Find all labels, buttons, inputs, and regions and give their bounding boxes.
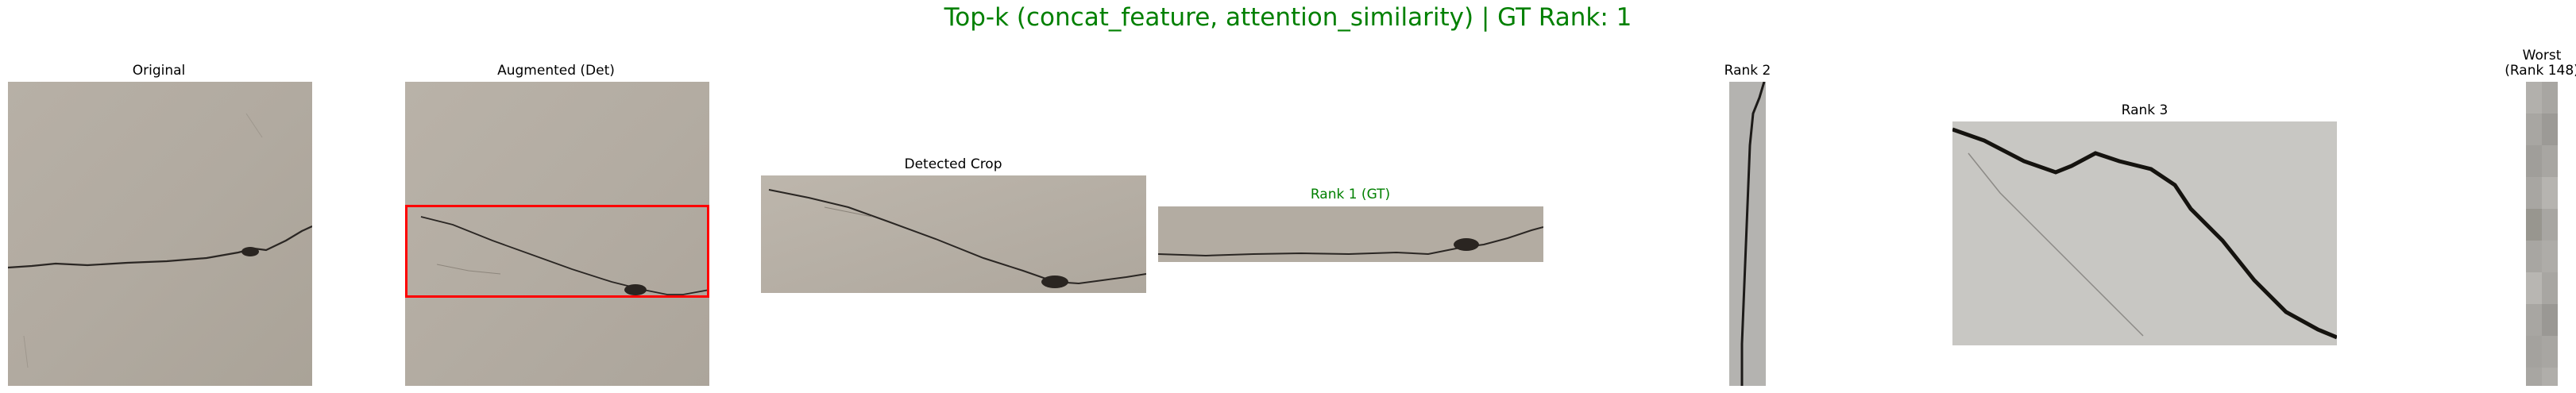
figure-title: Top-k (concat_feature, attention_similar… <box>944 3 1632 32</box>
detected-crop-image <box>761 175 1146 293</box>
worst-label-line2: (Rank 148) <box>2505 63 2576 79</box>
detected-crop-label: Detected Crop <box>904 156 1002 172</box>
rank2-label: Rank 2 <box>1724 63 1771 79</box>
original-label: Original <box>132 63 186 79</box>
worst-image <box>2526 82 2558 386</box>
detection-box <box>405 205 709 298</box>
rank2-image <box>1729 82 1766 386</box>
augmented-image <box>405 82 709 386</box>
original-image <box>8 82 312 386</box>
augmented-label: Augmented (Det) <box>497 63 615 79</box>
worst-label-line1: Worst <box>2522 48 2562 64</box>
rank1-label: Rank 1 (GT) <box>1310 187 1391 202</box>
rank3-image <box>1952 121 2337 345</box>
rank1-image <box>1158 206 1543 262</box>
rank3-label: Rank 3 <box>2121 102 2169 118</box>
